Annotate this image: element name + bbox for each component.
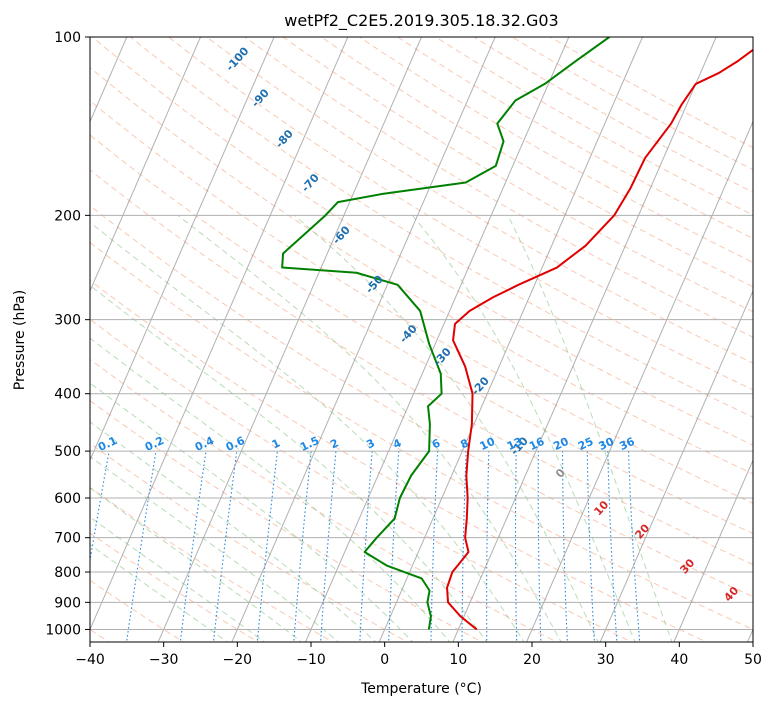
x-tick-label: 40 xyxy=(670,652,688,668)
isotherm xyxy=(90,37,349,631)
x-tick-label: 0 xyxy=(380,652,389,668)
mixing-ratio-line xyxy=(388,451,400,642)
moist-adiabat xyxy=(90,516,266,642)
isotherm xyxy=(378,37,644,642)
dewpoint-line xyxy=(281,37,610,630)
dry-adiabat xyxy=(90,400,484,642)
isotherm xyxy=(231,37,496,642)
mixing-ratio-label: 20 xyxy=(551,435,571,453)
moist-adiabat xyxy=(90,487,303,642)
y-tick-label: 300 xyxy=(54,313,81,329)
moist-adiabat xyxy=(90,284,488,642)
y-tick-label: 500 xyxy=(54,444,81,460)
isotherm xyxy=(599,289,753,642)
moist-adiabat xyxy=(411,215,636,642)
y-tick-label: 200 xyxy=(54,208,81,224)
mixing-ratio-line xyxy=(537,451,542,642)
pressure-grid xyxy=(90,37,753,630)
mixing-ratio-label: 10 xyxy=(478,435,498,453)
moist-adiabat xyxy=(90,544,229,642)
x-tick-label: −30 xyxy=(149,652,179,668)
y-axis: 100 200 300 400 500 600 700 800 900 1000 xyxy=(45,30,90,638)
isotherm xyxy=(90,37,202,293)
dry-adiabat xyxy=(244,37,753,338)
dry-adiabat xyxy=(90,134,753,535)
mixing-ratio-line xyxy=(430,451,439,642)
dry-adiabat xyxy=(282,37,753,313)
isotherm xyxy=(90,37,275,462)
dry-adiabat xyxy=(90,100,753,504)
y-tick-label: 900 xyxy=(54,595,81,611)
y-tick-label: 600 xyxy=(54,491,81,507)
y-tick-label: 400 xyxy=(54,387,81,403)
y-tick-label: 800 xyxy=(54,565,81,581)
mixing-ratio-label: 36 xyxy=(617,435,637,453)
x-tick-label: −20 xyxy=(223,652,253,668)
y-axis-title: Pressure (hPa) xyxy=(12,290,28,390)
mixing-ratio-line xyxy=(586,451,595,642)
series-layer xyxy=(281,37,753,631)
mixing-ratio-line xyxy=(562,451,568,642)
isotherm xyxy=(304,37,570,642)
x-tick-label: 20 xyxy=(523,652,541,668)
moist-adiabat xyxy=(507,215,673,642)
dry-adiabat xyxy=(90,442,409,642)
isotherm xyxy=(452,37,717,642)
moist-adiabat xyxy=(90,337,451,642)
isotherm xyxy=(157,37,423,642)
x-axis-title: Temperature (°C) xyxy=(360,681,482,697)
mixing-ratio-label: 16 xyxy=(527,435,547,453)
x-axis: −40 −30 −20 −10 0 10 20 30 40 50 xyxy=(75,642,762,668)
isotherm xyxy=(525,120,753,642)
moist-adiabat xyxy=(90,221,525,642)
mixing-ratio-line xyxy=(486,451,490,642)
chart-title: wetPf2_C2E5.2019.305.18.32.G03 xyxy=(284,11,558,31)
x-tick-label: 10 xyxy=(449,652,467,668)
y-tick-label: 100 xyxy=(54,30,81,46)
plot-frame xyxy=(89,36,754,643)
mixing-ratio-label: 25 xyxy=(576,435,595,453)
mixing-ratio-label: 13 xyxy=(505,435,524,453)
y-tick-label: 700 xyxy=(54,531,81,547)
y-tick-label: 1000 xyxy=(45,622,81,638)
moist-adiabat xyxy=(90,421,377,642)
x-tick-label: 50 xyxy=(744,652,762,668)
mixing-ratio-line xyxy=(461,451,467,642)
dry-adiabat xyxy=(90,169,753,566)
x-tick-label: −40 xyxy=(75,652,105,668)
dry-adiabat xyxy=(90,205,753,598)
isotherm xyxy=(673,458,753,642)
isotherm xyxy=(0,24,59,645)
x-tick-label: 30 xyxy=(597,652,615,668)
mixing-ratio-label: 30 xyxy=(597,435,617,453)
dry-adiabat xyxy=(129,37,753,418)
background-lines xyxy=(0,24,753,645)
mixing-ratio-line xyxy=(514,451,518,642)
moist-adiabat xyxy=(90,455,340,642)
moist-adiabat xyxy=(90,382,414,642)
temperature-line xyxy=(446,48,753,631)
x-tick-label: −10 xyxy=(296,652,326,668)
